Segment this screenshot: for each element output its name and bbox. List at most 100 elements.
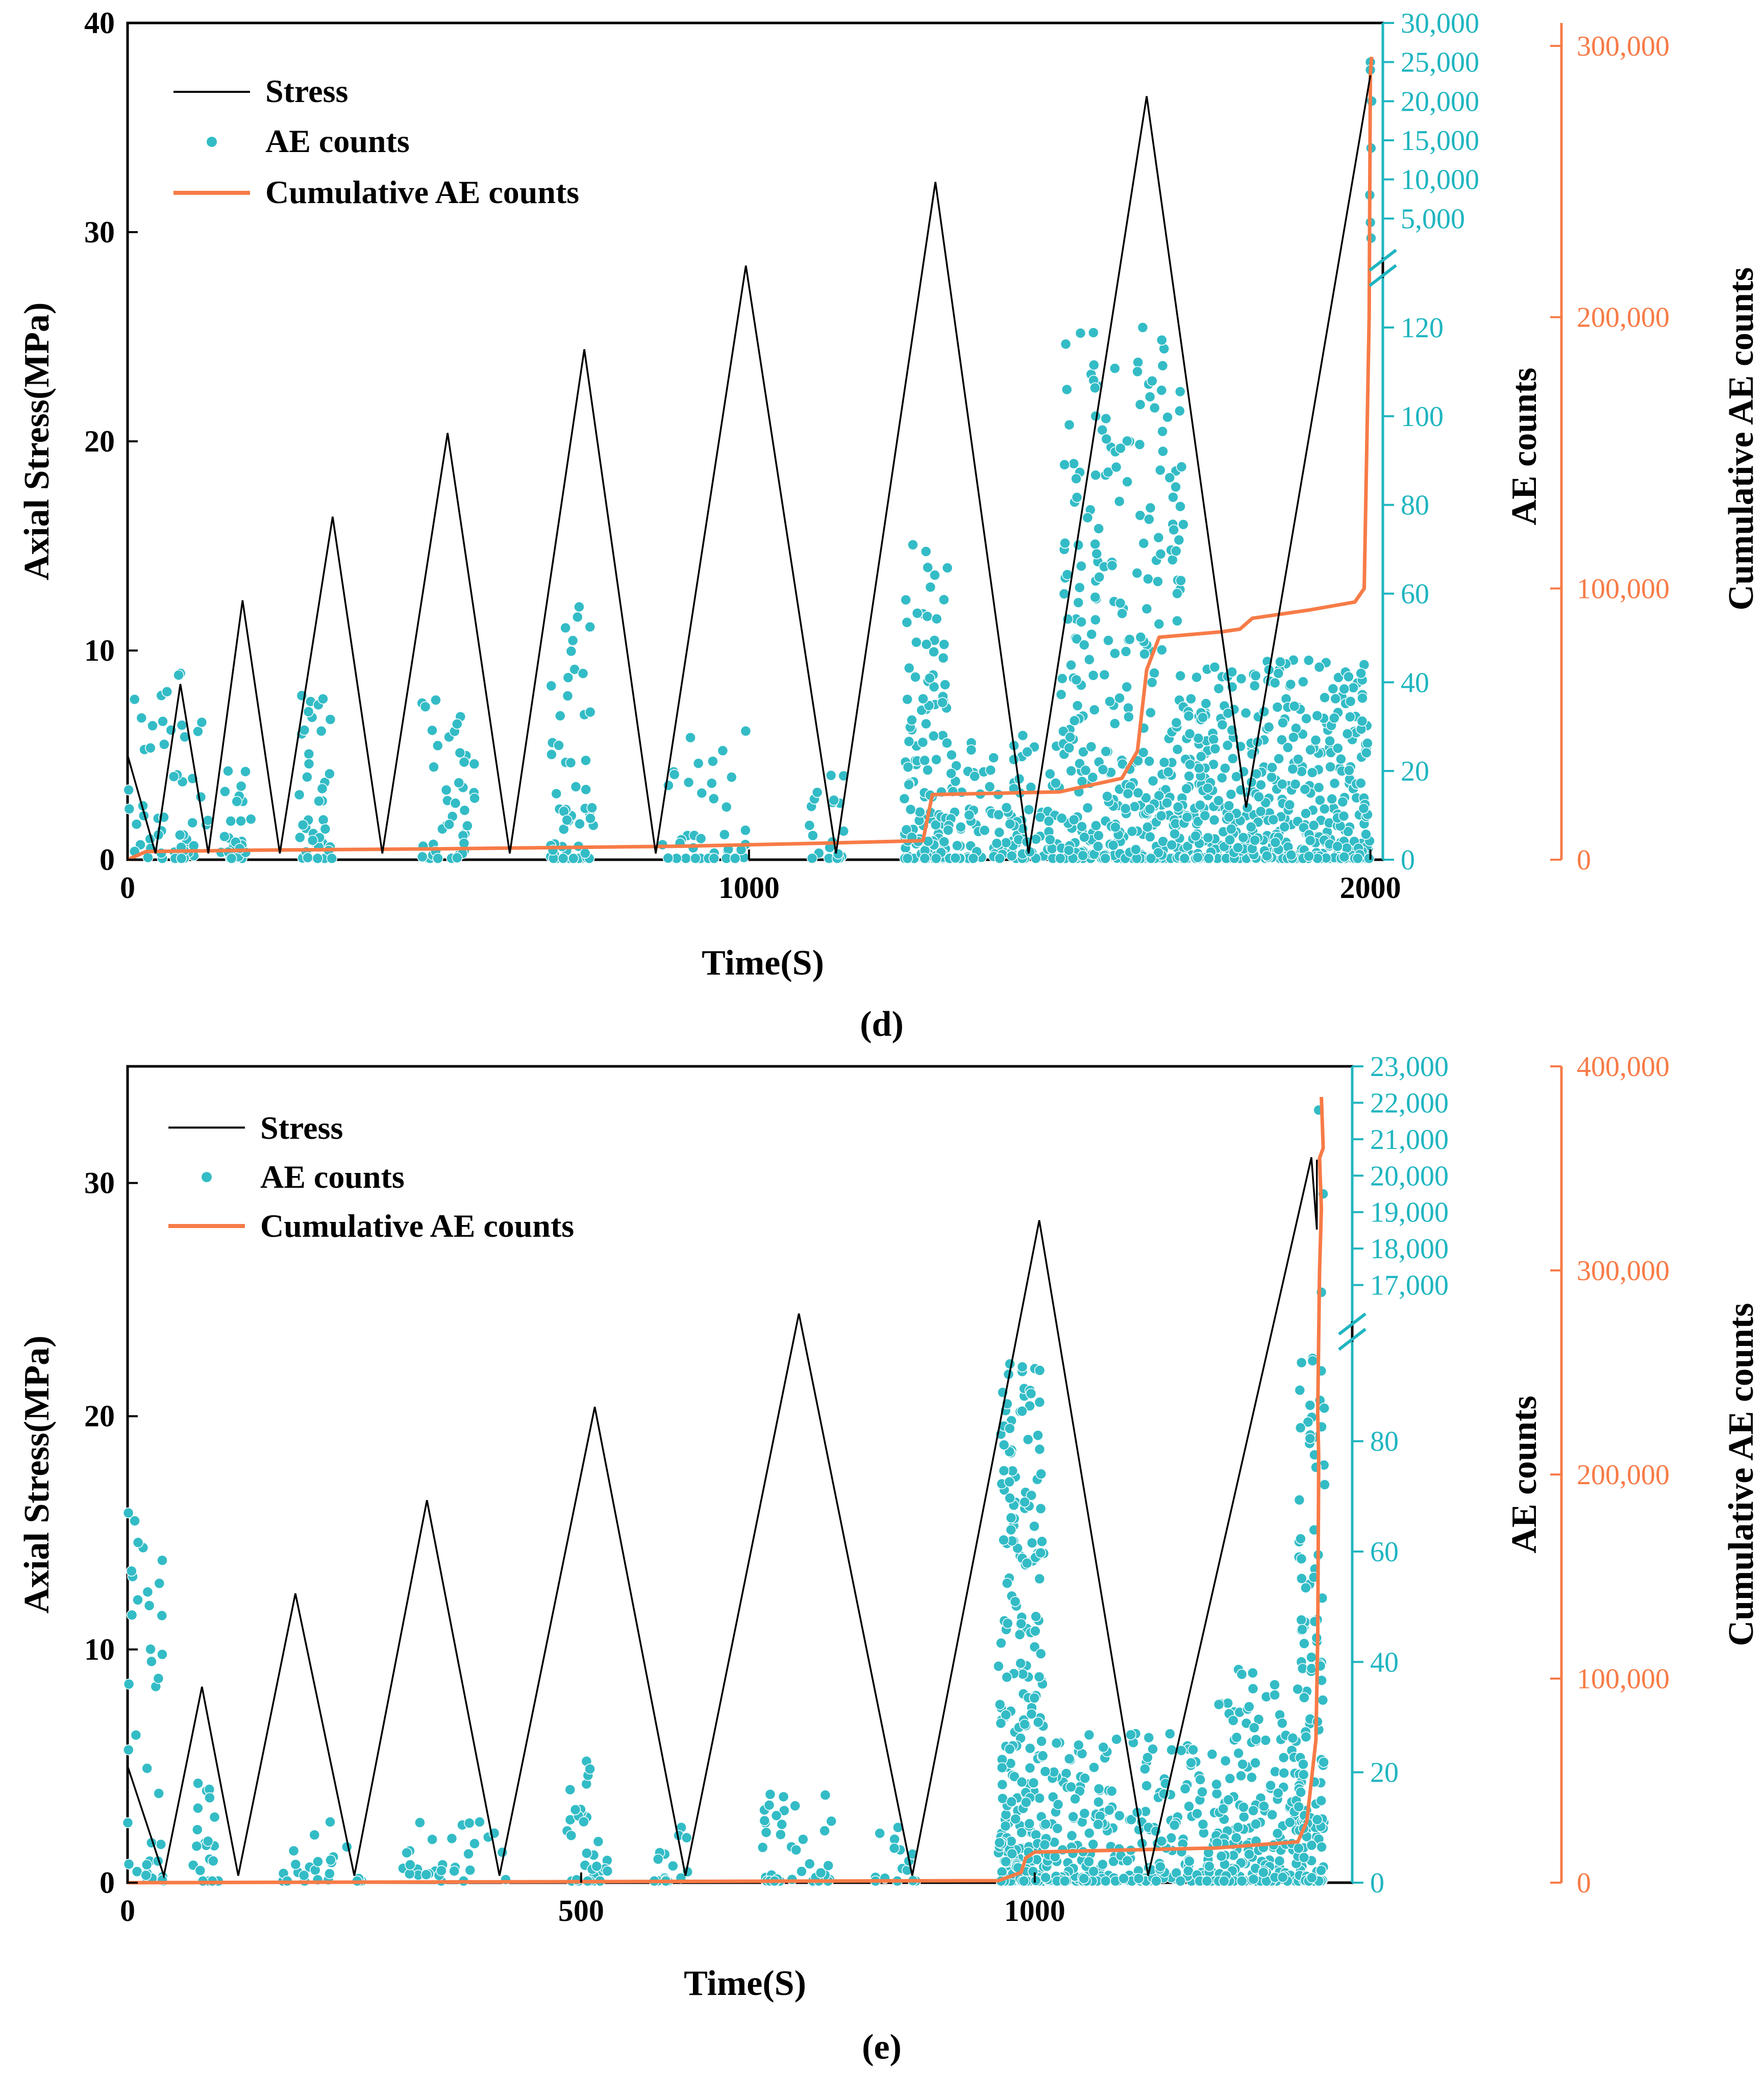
ae-point: [1149, 667, 1160, 679]
ae-point: [1218, 1803, 1229, 1815]
cumulative-tick-label: 0: [1577, 1867, 1591, 1899]
ae-point: [1017, 730, 1029, 741]
ae-point: [428, 761, 439, 773]
ae-tick-label: 20: [1370, 1757, 1399, 1789]
ae-point: [567, 635, 579, 646]
ae-point: [1293, 1842, 1304, 1854]
ae-point: [1219, 1876, 1230, 1887]
ae-point: [991, 838, 1003, 849]
ae-point: [577, 668, 589, 679]
ae-point: [1123, 711, 1134, 722]
ae-point: [1022, 1434, 1034, 1445]
ae-point: [1093, 830, 1104, 841]
ae-point: [1113, 495, 1125, 507]
ae-point: [910, 671, 921, 683]
ae-point: [1277, 717, 1288, 729]
ae-point: [1209, 743, 1221, 755]
ae-point: [1033, 1671, 1045, 1683]
ae-point: [1026, 1537, 1038, 1548]
ae-point: [1132, 787, 1144, 798]
ae-point: [1238, 1802, 1249, 1813]
ae-point: [1175, 1876, 1186, 1887]
ae-point: [1307, 1355, 1319, 1366]
ae-point: [1330, 693, 1341, 705]
ae-point: [562, 690, 574, 702]
ae-point: [1106, 560, 1118, 571]
ae-point: [1076, 616, 1087, 628]
ae-point: [1000, 837, 1012, 848]
ae-point: [775, 1829, 786, 1840]
ae-tick-label: 21,000: [1370, 1124, 1449, 1156]
ae-point: [1195, 799, 1206, 811]
ae-point: [1319, 1479, 1330, 1490]
ae-point: [1269, 1689, 1280, 1701]
ae-point: [1287, 763, 1299, 774]
ae-tick-label: 5,000: [1401, 203, 1465, 235]
ae-point: [1145, 853, 1157, 864]
ae-point: [1008, 754, 1020, 765]
ae-point: [1315, 1865, 1327, 1876]
ae-point: [1083, 1856, 1095, 1867]
ae-point: [469, 792, 480, 804]
ae-point: [900, 594, 911, 606]
ae-point: [562, 672, 574, 683]
y-tick-label: 20: [84, 1400, 115, 1433]
ae-point: [570, 781, 582, 792]
ae-point: [1304, 1433, 1316, 1444]
ae-point: [192, 1824, 203, 1835]
ae-point: [789, 1800, 801, 1812]
ae-point: [1063, 844, 1075, 856]
ae-point: [1293, 1801, 1304, 1812]
x-tick-label: 0: [120, 871, 135, 905]
ae-point: [1075, 328, 1086, 339]
ae-point: [294, 832, 306, 843]
ae-point: [1030, 1875, 1041, 1886]
ae-point: [828, 794, 839, 806]
ae-point: [1235, 1770, 1247, 1782]
ae-point: [1220, 1755, 1231, 1766]
ae-point: [1029, 1641, 1040, 1653]
ae-point: [240, 766, 251, 777]
ae-point: [919, 853, 931, 864]
ae-point: [759, 1815, 771, 1827]
ae-point: [1100, 746, 1112, 757]
ae-point: [1299, 1638, 1310, 1650]
ae-point: [560, 622, 571, 634]
ae-point: [811, 787, 823, 798]
ae-point: [1106, 1785, 1117, 1797]
ae-point: [946, 749, 957, 761]
ae-point: [157, 716, 168, 727]
ae-point: [235, 781, 247, 792]
ae-point: [1087, 1839, 1099, 1850]
ae-point: [1037, 1750, 1049, 1762]
ae-point: [1015, 1618, 1027, 1630]
ae-point: [1101, 433, 1112, 445]
ae-point: [1337, 796, 1349, 808]
ae-point: [578, 1816, 589, 1828]
ae-point: [1162, 411, 1173, 423]
ae-point: [1032, 1430, 1044, 1441]
ae-point: [1183, 1801, 1195, 1812]
ae-point: [288, 1845, 300, 1857]
y-axis-ticks: 0 10 20 30: [84, 1166, 138, 1900]
ae-point: [1310, 734, 1322, 746]
ae-point: [1223, 800, 1235, 811]
ae-point: [1036, 1536, 1048, 1547]
ae-point: [1222, 740, 1233, 751]
ae-point: [1010, 1813, 1021, 1825]
cumulative-ae-line: [127, 1096, 1325, 1885]
ae-point: [760, 1827, 772, 1838]
ae-tick-label: 0: [1370, 1867, 1384, 1899]
ae-point: [1018, 1876, 1030, 1887]
ae-point: [591, 1861, 603, 1872]
ae-point: [1079, 639, 1090, 651]
ae-point: [1109, 718, 1121, 729]
ae-point: [996, 1866, 1008, 1878]
ae-point: [1344, 765, 1355, 776]
ae-point: [1172, 588, 1183, 599]
ae-point: [1157, 426, 1168, 437]
ae-point: [1303, 851, 1314, 862]
ae-point: [1202, 832, 1214, 843]
